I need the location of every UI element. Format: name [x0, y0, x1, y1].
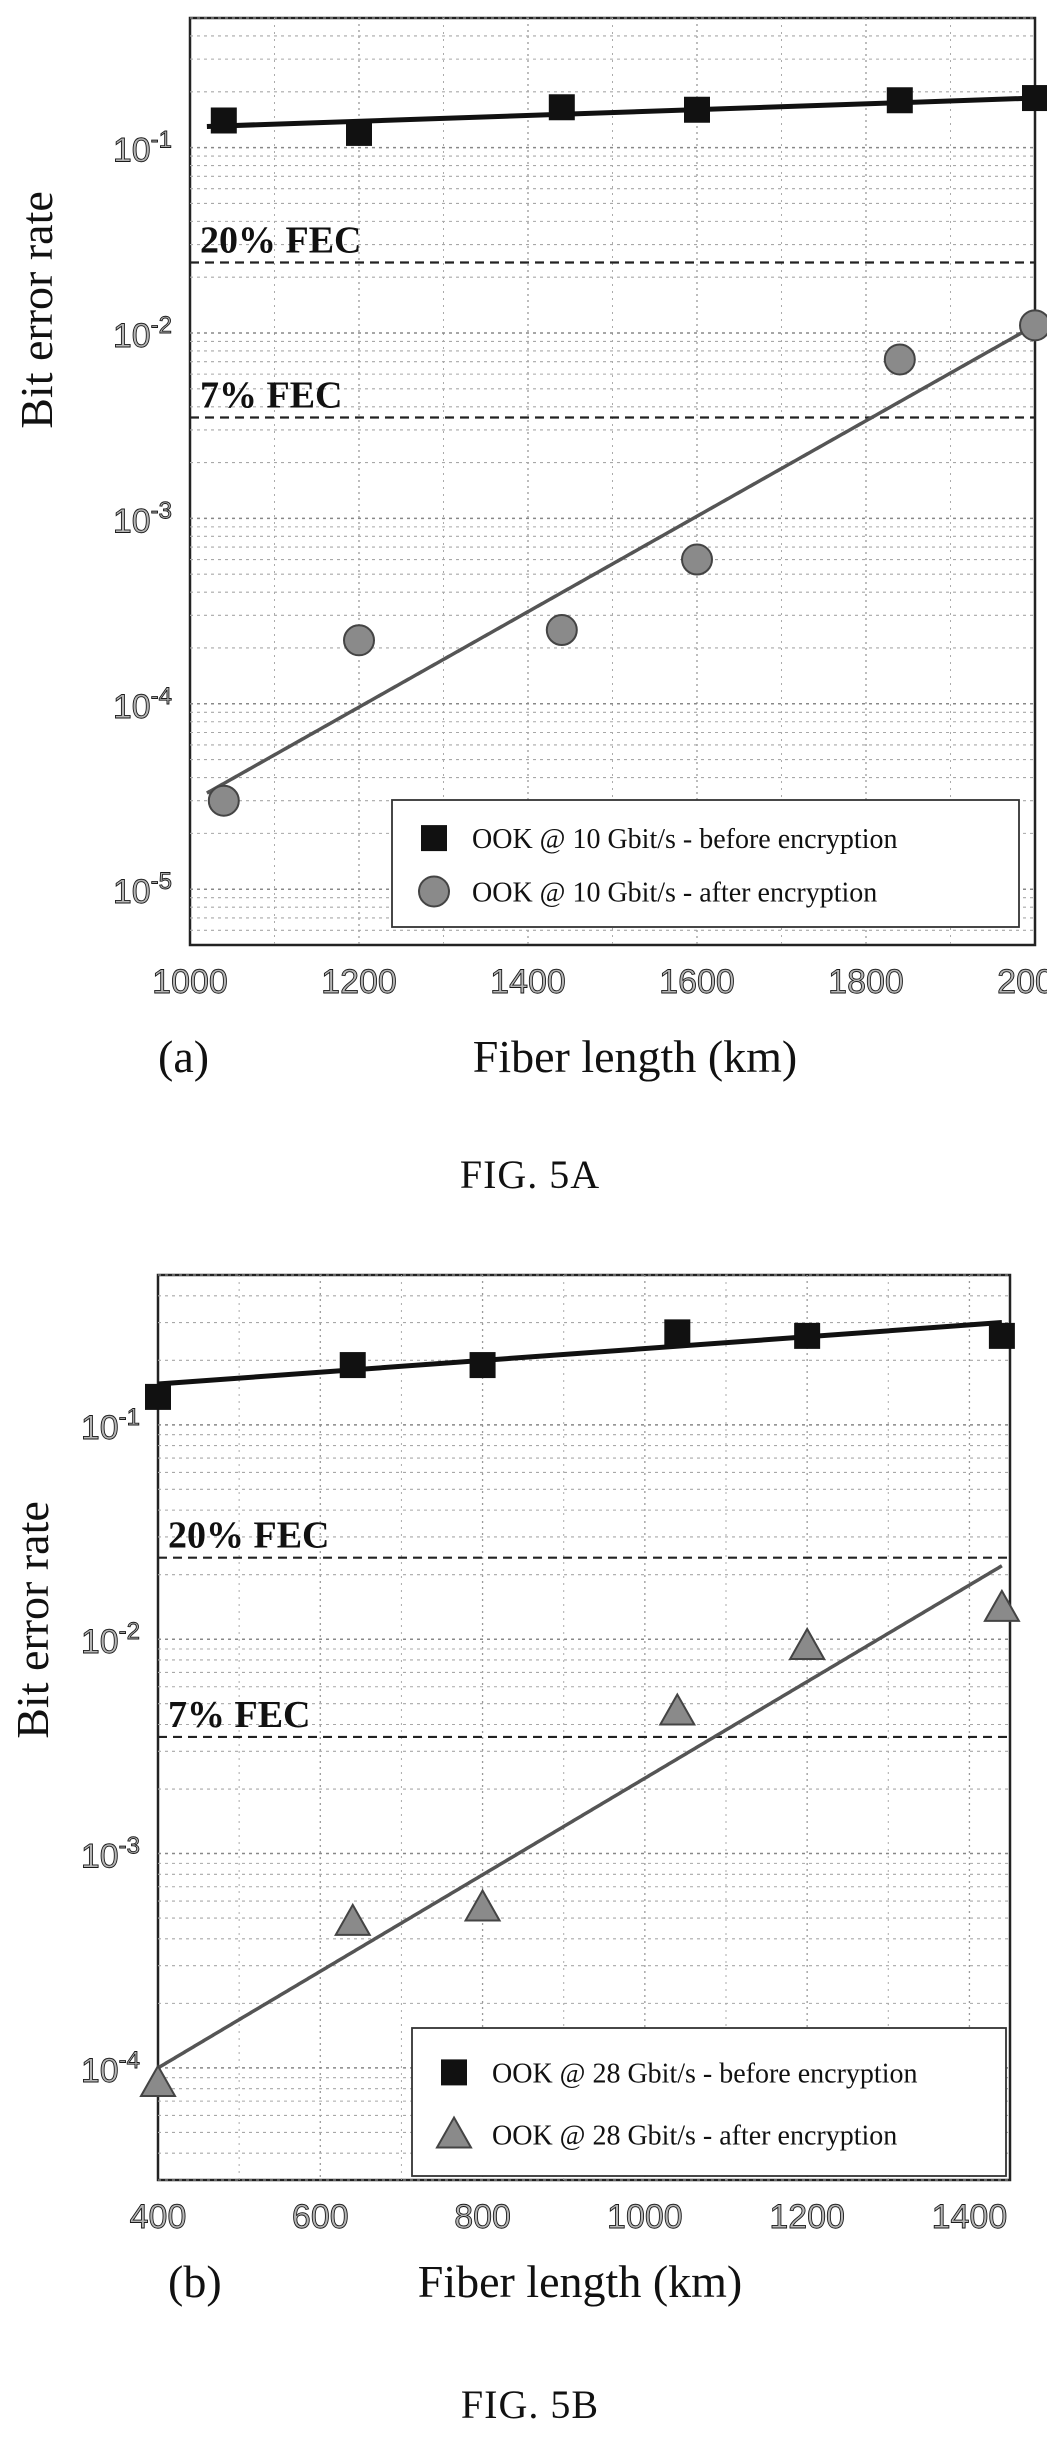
data-point — [886, 87, 913, 114]
data-point — [346, 119, 372, 146]
x-tick-label: 1600 — [659, 963, 735, 1001]
legend-box — [391, 799, 1020, 928]
fit-line — [157, 1564, 1003, 2070]
panel-label: (b) — [168, 2256, 222, 2307]
data-point — [788, 1626, 826, 1660]
fec-threshold-label: 7% FEC — [200, 375, 343, 417]
data-point — [681, 543, 713, 576]
data-point — [139, 2064, 177, 2098]
data-point — [983, 1588, 1021, 1622]
x-tick-label: 1400 — [932, 2198, 1008, 2236]
y-tick-label: 10-1 — [113, 127, 172, 170]
data-point — [463, 1888, 502, 1922]
legend-entry: OOK @ 28 Gbit/s - before encryption — [492, 2058, 917, 2089]
data-point — [207, 784, 240, 817]
data-point — [545, 614, 578, 647]
y-tick-label: 10-3 — [81, 1833, 140, 1876]
data-points — [207, 85, 1047, 817]
x-tick-label: 800 — [454, 2198, 511, 2236]
data-point — [1022, 85, 1047, 112]
legend-box — [411, 2027, 1007, 2177]
fec-threshold-lines: 20% FEC 7% FEC — [158, 1515, 1010, 1739]
fec-threshold-label: 7% FEC — [168, 1694, 311, 1736]
x-tick-label: 600 — [292, 2198, 349, 2236]
data-point — [339, 1352, 366, 1379]
data-point — [548, 94, 575, 121]
y-axis-label: Bit error rate — [7, 1501, 58, 1739]
x-tick-label: 1000 — [152, 963, 228, 1001]
x-tick-label: 1200 — [321, 963, 397, 1001]
data-point — [684, 96, 710, 123]
legend-entry: OOK @ 10 Gbit/s - after encryption — [472, 877, 877, 908]
y-tick-label: 10-5 — [113, 868, 172, 911]
legend-entry: OOK @ 10 Gbit/s - before encryption — [472, 824, 897, 855]
legend-marker — [421, 825, 447, 852]
data-point — [145, 1383, 171, 1410]
y-axis-label: Bit error rate — [11, 191, 62, 429]
legend-entry: OOK @ 28 Gbit/s - after encryption — [492, 2121, 897, 2152]
y-tick-labels: 10-4 10-3 10-2 10-1 — [80, 1403, 140, 2090]
x-tick-labels: 1000 1200 1400 1600 1800 2000 — [152, 963, 1047, 1002]
chart-panel-a: 20% FEC 7% FEC 1000 1200 1400 1600 1800 2000 1… — [11, 16, 1047, 1197]
data-point — [664, 1319, 691, 1346]
figure-caption: FIG. 5B — [461, 2382, 599, 2427]
fit-line — [157, 1320, 1003, 1387]
x-tick-labels: 400 600 800 1000 1200 1400 — [129, 2198, 1008, 2237]
grid-lines — [158, 1274, 1010, 2181]
y-tick-label: 10-4 — [81, 2047, 140, 2090]
fec-threshold-label: 20% FEC — [168, 1515, 330, 1557]
data-point — [343, 624, 375, 657]
legend-marker — [435, 2115, 473, 2149]
x-tick-label: 400 — [130, 2198, 187, 2236]
y-tick-label: 10-2 — [113, 312, 172, 355]
data-point — [794, 1322, 821, 1349]
chart-panel-b: 20% FEC 7% FEC 400 600 800 1000 1200 1400 10-4… — [7, 1273, 1021, 2427]
y-tick-label: 10-4 — [113, 683, 172, 726]
x-tick-label: 2000 — [997, 963, 1047, 1001]
x-tick-label: 1000 — [607, 2198, 683, 2236]
x-axis-label: Fiber length (km) — [418, 2256, 743, 2307]
data-point — [210, 107, 237, 134]
figure-caption: FIG. 5A — [460, 1152, 600, 1197]
fit-lines — [157, 1320, 1003, 2070]
y-tick-label: 10-3 — [113, 497, 172, 540]
data-point — [658, 1692, 697, 1726]
panel-label: (a) — [158, 1031, 209, 1082]
x-tick-label: 1800 — [828, 963, 904, 1001]
data-points — [139, 1319, 1021, 2098]
legend-marker — [418, 875, 450, 908]
legend-marker — [441, 2059, 467, 2086]
x-axis-label: Fiber length (km) — [473, 1031, 798, 1082]
legend: OOK @ 28 Gbit/s - before encryption OOK @… — [411, 2027, 1007, 2177]
data-point — [1019, 309, 1047, 342]
x-tick-label: 1400 — [490, 963, 566, 1001]
legend: OOK @ 10 Gbit/s - before encryption OOK @… — [391, 799, 1020, 928]
data-point — [883, 343, 916, 376]
x-tick-label: 1200 — [769, 2198, 845, 2236]
y-tick-label: 10-2 — [81, 1618, 140, 1661]
fec-threshold-lines: 20% FEC 7% FEC — [190, 219, 1035, 419]
y-tick-label: 10-1 — [81, 1404, 140, 1447]
y-tick-labels: 10-5 10-4 10-3 10-2 10-1 — [112, 126, 172, 911]
data-point — [988, 1322, 1015, 1349]
fit-line — [206, 323, 1036, 795]
data-point — [334, 1902, 372, 1936]
data-point — [469, 1352, 496, 1379]
fec-threshold-label: 20% FEC — [200, 219, 362, 261]
